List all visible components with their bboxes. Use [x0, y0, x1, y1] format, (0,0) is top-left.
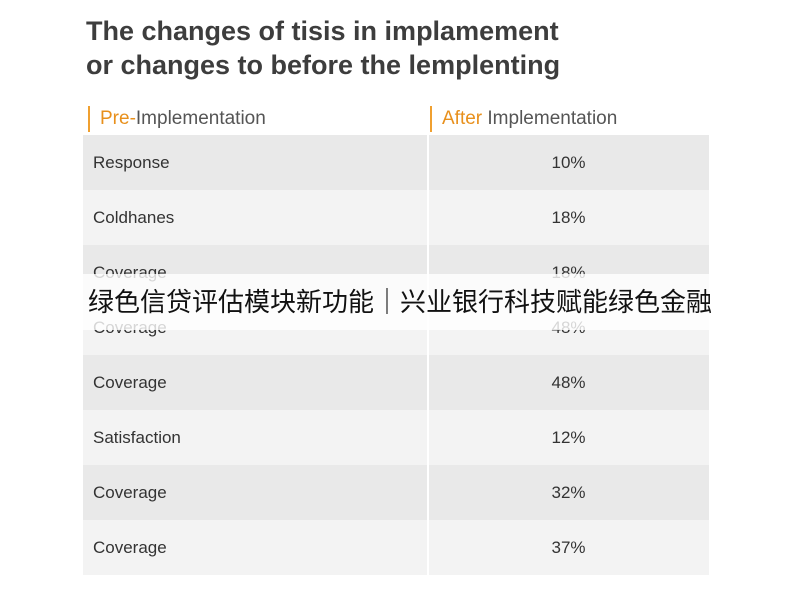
- row-label: Response: [93, 153, 170, 172]
- header-prefix: After: [442, 108, 483, 129]
- column-header: After Implementation: [430, 106, 617, 132]
- column-divider: [427, 245, 429, 300]
- header-text: Implementation: [482, 108, 618, 129]
- column-header: Pre-Implementation: [88, 106, 266, 132]
- row-label: Coldhanes: [93, 208, 175, 227]
- column-divider: [427, 355, 429, 410]
- table-row: Response 10%: [83, 135, 709, 190]
- row-label: Coverage: [93, 373, 167, 392]
- title: The changes of tisis in implamement or c…: [86, 14, 766, 82]
- column-divider: [427, 520, 429, 575]
- header-prefix: Pre-: [100, 108, 136, 129]
- row-value: 18%: [551, 208, 586, 227]
- table-row: Coldhanes 18%: [83, 190, 709, 245]
- banner: 绿色信贷评估模块新功能｜兴业银行科技赋能绿色金融: [0, 274, 800, 330]
- table-row: Coverage 32%: [83, 465, 709, 520]
- column-divider: [427, 135, 429, 190]
- row-value: 10%: [551, 153, 586, 172]
- table-row: Satisfaction 12%: [83, 410, 709, 465]
- row-value: 32%: [551, 483, 586, 502]
- table-row: Coverage 48%: [83, 355, 709, 410]
- title-line: or changes to before the lemplenting: [86, 50, 561, 80]
- row-label: Satisfaction: [93, 428, 181, 447]
- column-divider: [427, 410, 429, 465]
- row-label: Coverage: [93, 483, 167, 502]
- row-label: Coverage: [93, 538, 167, 557]
- table: Response 10% Coldhanes 18% Coverage 18% Covera…: [83, 135, 709, 575]
- row-value: 48%: [551, 373, 586, 392]
- header-text: Implementation: [135, 108, 266, 129]
- row-value: 37%: [551, 538, 586, 557]
- title-line: The changes of tisis in implamement: [86, 16, 559, 46]
- column-divider: [427, 190, 429, 245]
- column-divider: [427, 465, 429, 520]
- table-row: Coverage 37%: [83, 520, 709, 575]
- row-value: 12%: [551, 428, 586, 447]
